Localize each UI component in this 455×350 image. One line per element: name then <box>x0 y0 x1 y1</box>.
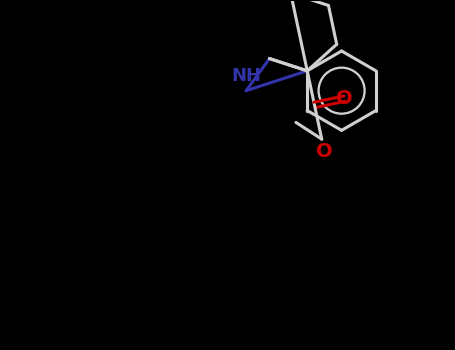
Text: NH: NH <box>231 67 261 85</box>
Text: O: O <box>316 142 333 161</box>
Text: O: O <box>336 89 353 108</box>
